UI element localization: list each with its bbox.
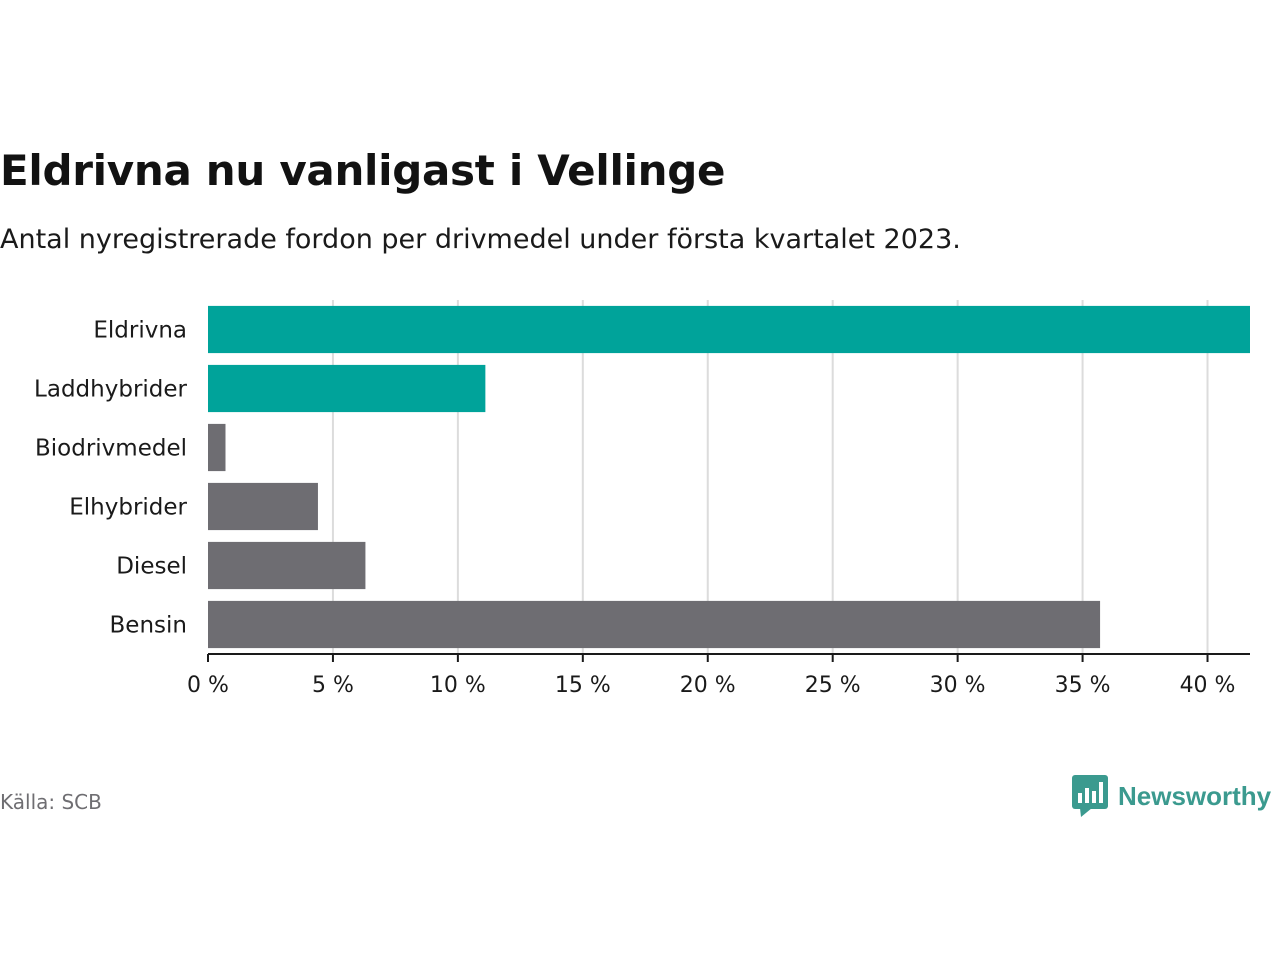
bar-chart-speech-bubble-icon (1072, 775, 1108, 817)
x-tick-label: 5 % (312, 673, 354, 698)
category-label: Laddhybrider (34, 377, 187, 403)
brand-name: Newsworthy (1118, 780, 1272, 811)
x-tick-label: 25 % (805, 673, 861, 698)
grid-lines (331, 300, 1209, 654)
category-label: Diesel (116, 554, 187, 580)
bar-eldrivna (208, 305, 1250, 354)
bar-elhybrider (208, 482, 318, 531)
bar-bensin (208, 600, 1101, 649)
bars (208, 305, 1250, 649)
bar-biodrivmedel (208, 423, 226, 472)
category-label: Elhybrider (69, 495, 187, 521)
x-tick-label: 30 % (930, 673, 986, 698)
category-label: Eldrivna (93, 318, 187, 344)
chart-subtitle: Antal nyregistrerade fordon per drivmede… (0, 224, 961, 255)
source-note: Källa: SCB (0, 790, 102, 814)
bar-diesel (208, 541, 366, 590)
category-label: Biodrivmedel (35, 436, 187, 462)
brand-logo: Newsworthy (1072, 775, 1271, 817)
x-tick-label: 0 % (187, 673, 229, 698)
bar-chart: Eldrivna Laddhybrider Biodrivmedel Elhybrid… (34, 300, 1250, 698)
x-tick-label: 15 % (555, 673, 611, 698)
x-tick-label: 10 % (430, 673, 486, 698)
x-axis: 0 % 5 % 10 % 15 % 20 % 25 % 30 % 35 % 40 % (187, 653, 1250, 698)
x-tick-label: 40 % (1180, 673, 1236, 698)
x-tick-label: 35 % (1055, 673, 1111, 698)
category-labels: Eldrivna Laddhybrider Biodrivmedel Elhybrid… (34, 318, 187, 639)
chart-title: Eldrivna nu vanligast i Vellinge (0, 146, 726, 195)
x-tick-label: 20 % (680, 673, 736, 698)
category-label: Bensin (110, 613, 187, 639)
bar-laddhybrider (208, 364, 486, 413)
